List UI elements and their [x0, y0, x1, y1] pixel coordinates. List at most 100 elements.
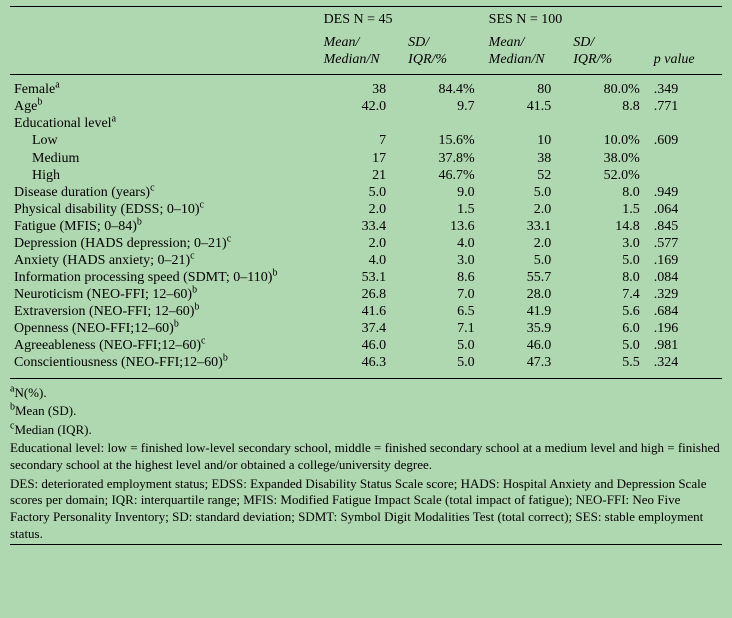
cell: 8.0: [569, 269, 649, 286]
row-label: Disease duration (years)c: [10, 184, 320, 201]
cell: 10.0%: [569, 132, 649, 149]
cell: 5.0: [569, 337, 649, 354]
cell: 3.0: [569, 235, 649, 252]
header-sub-row: Mean/Median/N SD/IQR/% Mean/Median/N SD/…: [10, 30, 722, 75]
table-row: Openness (NEO-FFI;12–60)b 37.4 7.1 35.9 …: [10, 320, 722, 337]
cell: 52.0%: [569, 167, 649, 184]
cell: 3.0: [404, 252, 484, 269]
cell: 26.8: [320, 286, 405, 303]
table-row: Ageb 42.0 9.7 41.5 8.8 .771: [10, 98, 722, 115]
footnote-abbr: DES: deteriorated employment status; EDS…: [10, 476, 722, 543]
cell: 1.5: [404, 201, 484, 218]
cell: 2.0: [485, 235, 570, 252]
row-label: Neuroticism (NEO-FFI; 12–60)b: [10, 286, 320, 303]
cell: .981: [650, 337, 722, 354]
cell: 7.0: [404, 286, 484, 303]
table-row: Femalea 38 84.4% 80 80.0% .349: [10, 75, 722, 99]
table-row: Fatigue (MFIS; 0–84)b 33.4 13.6 33.1 14.…: [10, 218, 722, 235]
table-container: DES N = 45 SES N = 100 Mean/Median/N SD/…: [0, 0, 732, 553]
table-row: Low 7 15.6% 10 10.0% .609: [10, 132, 722, 149]
row-label: Depression (HADS depression; 0–21)c: [10, 235, 320, 252]
cell: 5.5: [569, 354, 649, 378]
cell: 17: [320, 150, 405, 167]
cell: 5.0: [485, 252, 570, 269]
cell: .329: [650, 286, 722, 303]
cell: 55.7: [485, 269, 570, 286]
table-row: Agreeableness (NEO-FFI;12–60)c 46.0 5.0 …: [10, 337, 722, 354]
table-row: Physical disability (EDSS; 0–10)c 2.0 1.…: [10, 201, 722, 218]
table-row: Medium 17 37.8% 38 38.0%: [10, 150, 722, 167]
cell: 28.0: [485, 286, 570, 303]
header-sub-mean-ses: Mean/Median/N: [485, 30, 570, 75]
cell: 7: [320, 132, 405, 149]
cell: 41.5: [485, 98, 570, 115]
footnote-edu: Educational level: low = finished low-le…: [10, 440, 722, 473]
cell: 9.7: [404, 98, 484, 115]
cell: 6.5: [404, 303, 484, 320]
cell: 52: [485, 167, 570, 184]
cell: .196: [650, 320, 722, 337]
cell: [404, 115, 484, 132]
cell: 5.0: [404, 337, 484, 354]
cell: 7.4: [569, 286, 649, 303]
header-sub-mean-des: Mean/Median/N: [320, 30, 405, 75]
header-sub-sd-des: SD/IQR/%: [404, 30, 484, 75]
row-label: Ageb: [10, 98, 320, 115]
row-label: Extraversion (NEO-FFI; 12–60)b: [10, 303, 320, 320]
cell: 46.7%: [404, 167, 484, 184]
footnotes: aN(%). bMean (SD). cMedian (IQR). Educat…: [10, 379, 722, 543]
cell: 13.6: [404, 218, 484, 235]
table-row: Conscientiousness (NEO-FFI;12–60)b 46.3 …: [10, 354, 722, 378]
cell: 46.0: [485, 337, 570, 354]
cell: [485, 115, 570, 132]
cell: 46.3: [320, 354, 405, 378]
cell: 4.0: [404, 235, 484, 252]
header-sub-sd-ses: SD/IQR/%: [569, 30, 649, 75]
cell: 84.4%: [404, 75, 484, 99]
cell: 14.8: [569, 218, 649, 235]
footnote-b: bMean (SD).: [10, 403, 722, 420]
row-label: Femalea: [10, 75, 320, 99]
cell: 6.0: [569, 320, 649, 337]
cell: 2.0: [320, 201, 405, 218]
table-row: Anxiety (HADS anxiety; 0–21)c 4.0 3.0 5.…: [10, 252, 722, 269]
cell: 80.0%: [569, 75, 649, 99]
cell: .324: [650, 354, 722, 378]
cell: 37.8%: [404, 150, 484, 167]
cell: 10: [485, 132, 570, 149]
footnote-a: aN(%).: [10, 385, 722, 402]
cell: [650, 167, 722, 184]
cell: 41.6: [320, 303, 405, 320]
table-row: Neuroticism (NEO-FFI; 12–60)b 26.8 7.0 2…: [10, 286, 722, 303]
cell: .771: [650, 98, 722, 115]
cell: .684: [650, 303, 722, 320]
cell: 35.9: [485, 320, 570, 337]
cell: 8.0: [569, 184, 649, 201]
cell: 1.5: [569, 201, 649, 218]
row-label: Low: [10, 132, 320, 149]
cell: 5.0: [404, 354, 484, 378]
row-label: Physical disability (EDSS; 0–10)c: [10, 201, 320, 218]
cell: 38: [485, 150, 570, 167]
cell: .169: [650, 252, 722, 269]
stats-table: DES N = 45 SES N = 100 Mean/Median/N SD/…: [10, 6, 722, 379]
cell: 5.6: [569, 303, 649, 320]
cell: 42.0: [320, 98, 405, 115]
cell: 80: [485, 75, 570, 99]
cell: 5.0: [485, 184, 570, 201]
cell: 21: [320, 167, 405, 184]
table-row: Educational levela: [10, 115, 722, 132]
table-row: High 21 46.7% 52 52.0%: [10, 167, 722, 184]
table-row: Information processing speed (SDMT; 0–11…: [10, 269, 722, 286]
cell: [320, 115, 405, 132]
header-group-des: DES N = 45: [320, 7, 485, 31]
table-row: Depression (HADS depression; 0–21)c 2.0 …: [10, 235, 722, 252]
row-label: Medium: [10, 150, 320, 167]
cell: 5.0: [569, 252, 649, 269]
cell: 33.4: [320, 218, 405, 235]
table-row: Disease duration (years)c 5.0 9.0 5.0 8.…: [10, 184, 722, 201]
row-label: Fatigue (MFIS; 0–84)b: [10, 218, 320, 235]
cell: [650, 115, 722, 132]
cell: 47.3: [485, 354, 570, 378]
row-label: Agreeableness (NEO-FFI;12–60)c: [10, 337, 320, 354]
